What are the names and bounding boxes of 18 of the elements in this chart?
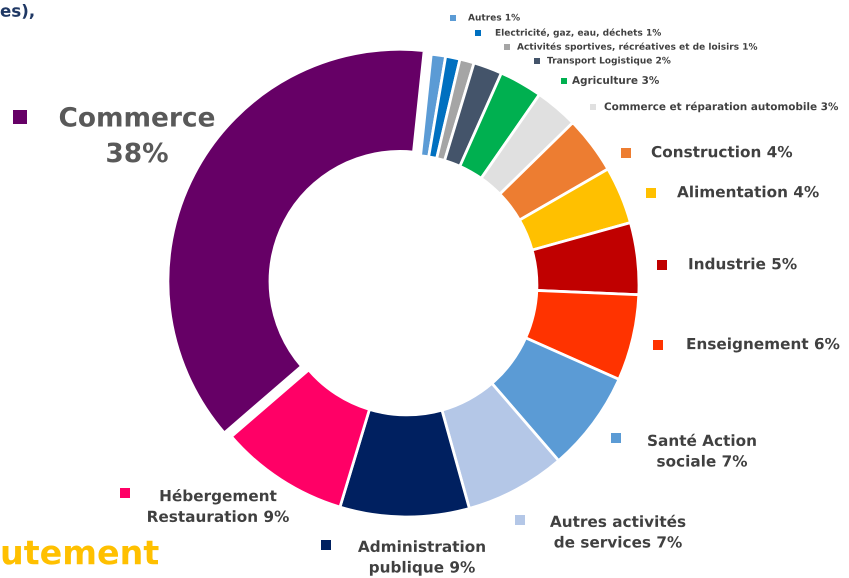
legend-label: Administration publique 9% bbox=[358, 540, 485, 576]
text: es), bbox=[0, 4, 34, 19]
legend-label: Alimentation 4% bbox=[677, 186, 819, 198]
legend-label: Autres 1% bbox=[468, 14, 520, 21]
text: utement bbox=[2, 540, 159, 565]
legend-label: Hébergement Restauration 9% bbox=[148, 488, 289, 522]
legend-label: Industrie 5% bbox=[689, 258, 797, 270]
legend-label: Construction 4% bbox=[652, 146, 792, 158]
legend-label: Commerce bbox=[60, 106, 214, 127]
legend-label: Agriculture 3% bbox=[572, 76, 659, 86]
legend-label: Transport Logistique 2% bbox=[547, 56, 671, 66]
legend-label: Electricité, gaz, eau, déchets 1% bbox=[496, 28, 662, 38]
legend-label: Commerce et réparation automobile 3% bbox=[604, 102, 838, 112]
legend-label: Autres activités de services 7% bbox=[550, 514, 686, 548]
legend-label: Santé Action sociale 7% bbox=[648, 434, 756, 467]
legend-label: Enseignement 6% bbox=[687, 338, 840, 352]
data-label: 38% bbox=[107, 142, 168, 162]
legend-label: Activités sportives, récréatives et de loisirs 1% bbox=[517, 42, 758, 52]
